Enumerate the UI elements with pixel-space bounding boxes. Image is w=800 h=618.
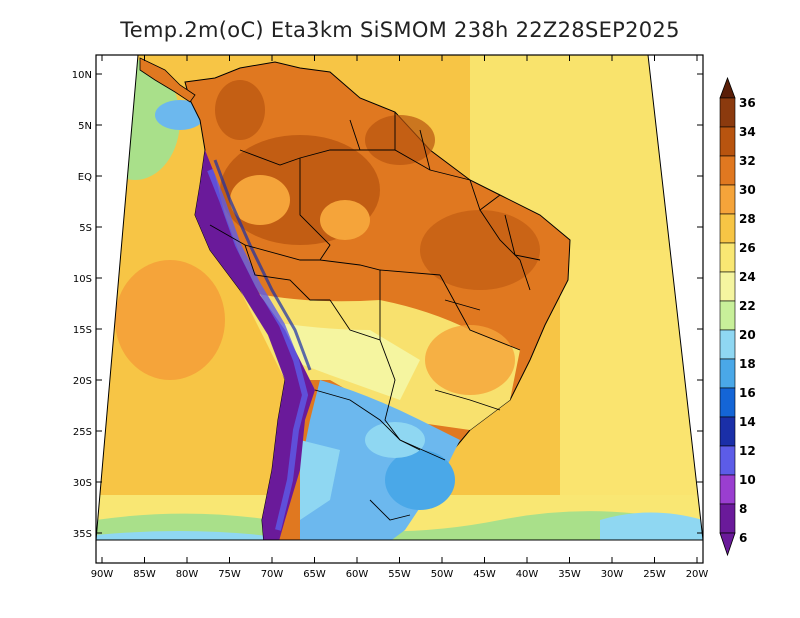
lon-tick-label: 75W: [218, 569, 241, 580]
colorbar-bin: [719, 184, 736, 215]
lon-tick-label: 40W: [516, 569, 539, 580]
lon-tick-label: 45W: [473, 569, 496, 580]
colorbar-bin: [719, 387, 736, 418]
lat-tick-label: 5N: [78, 121, 92, 132]
colorbar-label: 30: [739, 183, 756, 197]
colorbar-bin: [719, 474, 736, 505]
andes-cordillera: [195, 150, 315, 540]
lon-tick-label: 55W: [388, 569, 411, 580]
colorbar-label: 16: [739, 386, 756, 400]
lon-tick-label: 50W: [431, 569, 454, 580]
lon-tick-label: 90W: [91, 569, 114, 580]
colorbar-bin: [719, 242, 736, 273]
lat-tick-label: 25S: [73, 427, 92, 438]
colorbar-bin: [719, 300, 736, 331]
lon-tick-label: 25W: [643, 569, 666, 580]
colorbar-bin: [719, 445, 736, 476]
lon-tick-label: 85W: [133, 569, 156, 580]
colorbar-label: 36: [739, 96, 756, 110]
colorbar-bin: [719, 155, 736, 186]
colorbar-label: 26: [739, 241, 756, 255]
colorbar-label: 8: [739, 502, 747, 516]
lon-tick-label: 20W: [686, 569, 709, 580]
lat-tick-label: 10N: [72, 70, 92, 81]
lon-tick-label: 65W: [303, 569, 326, 580]
colorbar-label: 18: [739, 357, 756, 371]
lat-tick-label: 15S: [73, 325, 92, 336]
colorbar-label: 12: [739, 444, 756, 458]
lon-tick-label: 30W: [601, 569, 624, 580]
colorbar-label: 20: [739, 328, 756, 342]
lat-tick-label: 5S: [79, 223, 92, 234]
lon-tick-label: 60W: [346, 569, 369, 580]
colorbar-bin: [719, 213, 736, 244]
lat-tick-label: 35S: [73, 529, 92, 540]
colorbar-bottom-arrow: [719, 532, 736, 557]
colorbar-label: 28: [739, 212, 756, 226]
colorbar-label: 10: [739, 473, 756, 487]
colorbar-label: 22: [739, 299, 756, 313]
lat-tick-label: EQ: [78, 172, 92, 183]
colorbar-bin: [719, 271, 736, 302]
colorbar: 36 34 32 30 28 26 24 22 20 18 16 14 12 10 8 6: [719, 76, 756, 557]
colorbar-label: 24: [739, 270, 756, 284]
colorbar-bin: [719, 416, 736, 447]
lat-tick-label: 20S: [73, 376, 92, 387]
colorbar-bin: [719, 97, 736, 128]
pacific-warm-patch: [115, 260, 225, 380]
colorbar-label: 14: [739, 415, 756, 429]
colorbar-label: 6: [739, 531, 747, 545]
longitude-axis: 90W 85W 80W 75W 70W 65W 60W 55W 50W 45W 40W 35W 30W 2…: [91, 55, 709, 580]
colorbar-bin: [719, 358, 736, 389]
lon-tick-label: 35W: [558, 569, 581, 580]
colorbar-bin: [719, 329, 736, 360]
colorbar-label: 34: [739, 125, 756, 139]
colorbar-top-arrow: [719, 76, 736, 99]
map-title: Temp.2m(oC) Eta3km SiSMOM 238h 22Z28SEP2…: [120, 18, 680, 42]
central-america: [139, 57, 196, 103]
colorbar-label: 32: [739, 154, 756, 168]
colorbar-bin: [719, 503, 736, 534]
country-borders: [209, 112, 541, 521]
lat-tick-label: 30S: [73, 478, 92, 489]
lat-tick-label: 10S: [73, 274, 92, 285]
latitude-axis: 10N 5N EQ 5S 10S 15S 20S 25S 30S 35S: [72, 70, 703, 540]
lon-tick-label: 80W: [176, 569, 199, 580]
colorbar-bin: [719, 126, 736, 157]
south-america-land: [139, 57, 571, 540]
lon-tick-label: 70W: [261, 569, 284, 580]
